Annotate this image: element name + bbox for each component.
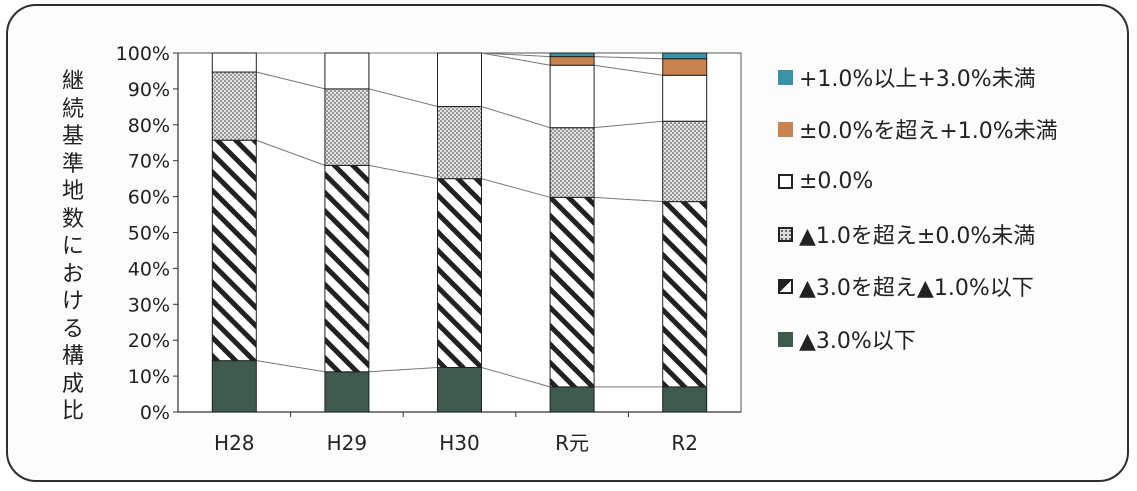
x-tick-label: H30 — [439, 431, 480, 455]
legend-item: ▲3.0を超え▲1.0%以下 — [778, 271, 1034, 301]
bar-segment — [549, 56, 595, 66]
legend-label: ±0.0%を超え+1.0%未満 — [799, 119, 1058, 144]
x-tick-label: H29 — [327, 431, 368, 455]
bar-segment — [662, 386, 708, 413]
bar-segment — [211, 52, 257, 73]
bar-segment — [324, 52, 370, 90]
bar-segment — [662, 52, 708, 60]
bar-segment — [324, 371, 370, 413]
bar-segment — [662, 58, 708, 76]
legend-marker — [778, 278, 793, 294]
series-connector-line — [481, 178, 551, 198]
bar-segment — [549, 386, 595, 413]
y-tick-label: 10% — [128, 366, 170, 388]
series-connector-line — [481, 52, 551, 58]
series-connector-line — [481, 367, 551, 388]
y-axis-label: 継続基準地数における構成比 — [61, 69, 84, 424]
y-tick-label: 30% — [128, 294, 170, 316]
legend-item: ±0.0% — [778, 166, 873, 196]
y-tick-label: 0% — [140, 402, 170, 424]
legend-label: ▲3.0%以下 — [799, 329, 916, 354]
bar-segment — [211, 139, 257, 362]
x-tick-label: H28 — [214, 431, 255, 455]
bar-segment — [437, 178, 482, 368]
legend-item: +1.0%以上+3.0%未満 — [778, 62, 1036, 92]
y-tick-label: 50% — [128, 223, 170, 245]
bar-segment — [549, 196, 595, 388]
legend-item: ±0.0%を超え+1.0%未満 — [778, 114, 1058, 144]
series-connector-line — [481, 106, 551, 129]
y-tick-label: 90% — [128, 79, 170, 101]
legend-marker — [778, 69, 793, 85]
bar-segment — [549, 127, 595, 198]
x-tick-label: R2 — [671, 431, 698, 455]
bar-segment — [211, 71, 257, 141]
series-connector-line — [594, 120, 663, 129]
y-tick-label: 70% — [128, 151, 170, 173]
legend-marker — [778, 173, 793, 189]
bar-segment — [662, 74, 708, 122]
legend-label: ±0.0% — [799, 168, 874, 194]
series-connector-line — [594, 196, 663, 203]
y-tick-label: 40% — [128, 258, 170, 280]
bar-segment — [437, 366, 482, 413]
x-tick-label: R元 — [555, 431, 589, 455]
legend-marker — [778, 331, 793, 347]
bar-segment — [549, 52, 595, 58]
series-connector-line — [594, 64, 663, 76]
legend-label: ▲1.0を超え±0.0%未満 — [799, 224, 1036, 249]
bar-segment — [662, 120, 708, 203]
y-tick-label: 60% — [128, 187, 170, 209]
legend-label: ▲3.0を超え▲1.0%以下 — [799, 276, 1034, 301]
bar-segment — [437, 105, 482, 180]
series-connector-line — [481, 52, 551, 66]
series-connector-line — [368, 88, 438, 107]
series-connector-line — [368, 366, 438, 373]
y-tick-label: 100% — [116, 43, 170, 65]
series-connector-line — [256, 360, 325, 373]
y-tick-label: 20% — [128, 330, 170, 352]
bar-segment — [549, 64, 595, 129]
y-tick-label: 80% — [128, 115, 170, 137]
legend-marker — [778, 121, 793, 137]
bar-segment — [437, 52, 482, 107]
bar-segment — [211, 360, 257, 413]
legend-item: ▲3.0%以下 — [778, 324, 916, 354]
bar-segment — [662, 201, 708, 388]
series-connector-line — [256, 71, 326, 90]
series-connector-line — [368, 164, 438, 180]
series-connector-line — [256, 139, 326, 166]
legend-marker — [778, 226, 793, 242]
legend-item: ▲1.0を超え±0.0%未満 — [778, 219, 1035, 249]
bar-segment — [324, 164, 370, 373]
legend-label: +1.0%以上+3.0%未満 — [799, 67, 1036, 92]
bar-segment — [324, 88, 370, 166]
series-connector-line — [594, 56, 663, 60]
